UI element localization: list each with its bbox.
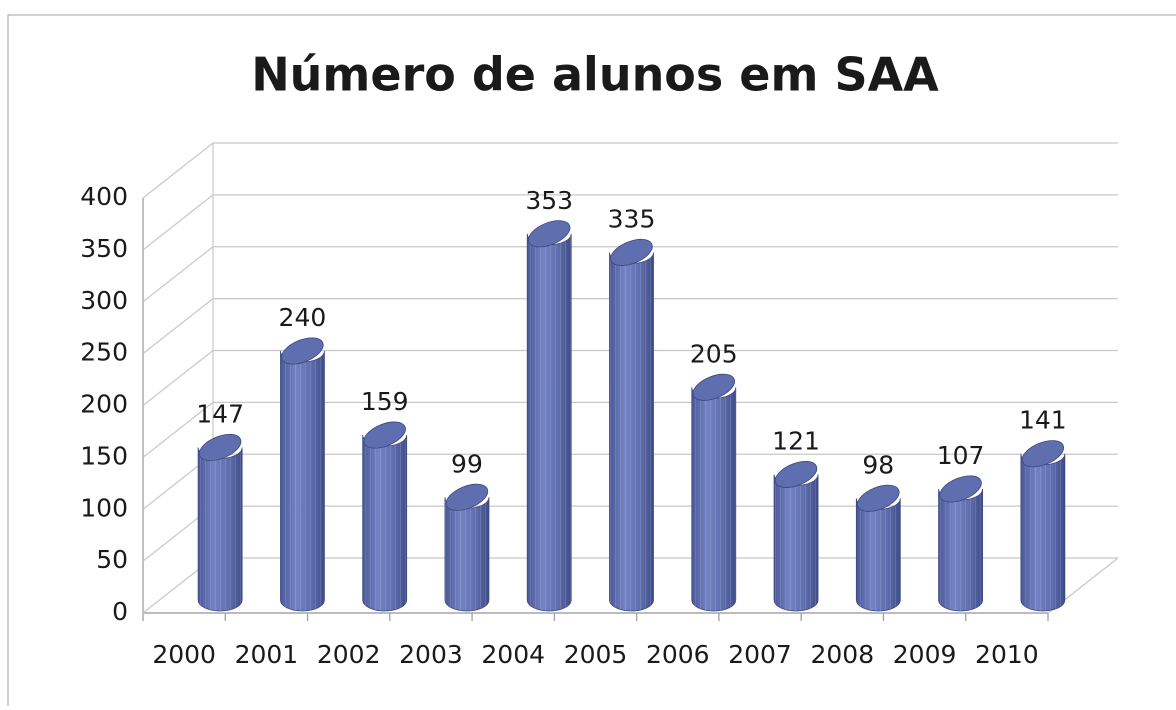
y-tick-label: 400 bbox=[80, 182, 128, 211]
data-label: 99 bbox=[451, 449, 483, 478]
y-tick-label: 100 bbox=[80, 493, 128, 522]
data-label: 147 bbox=[196, 399, 244, 428]
chart-border bbox=[7, 14, 1176, 710]
bar-stripes bbox=[280, 351, 325, 611]
data-label: 107 bbox=[937, 441, 985, 470]
grid-line bbox=[142, 401, 214, 458]
bar-stripes bbox=[774, 474, 819, 611]
bar-layer bbox=[197, 220, 1066, 612]
x-tick-label: 2008 bbox=[811, 640, 875, 669]
data-label: 159 bbox=[361, 387, 409, 416]
x-tick-label: 2005 bbox=[564, 640, 628, 669]
y-tick-label: 150 bbox=[80, 441, 128, 470]
bar-stripes bbox=[691, 387, 736, 611]
data-label: 240 bbox=[279, 303, 327, 332]
x-tick-label: 2009 bbox=[893, 640, 957, 669]
bar-top bbox=[281, 337, 324, 365]
grid-line bbox=[142, 350, 214, 406]
bar-stripes bbox=[444, 497, 489, 611]
bar-top bbox=[857, 484, 900, 512]
y-tick-label: 300 bbox=[80, 286, 128, 315]
bar-stripes bbox=[1020, 453, 1065, 611]
x-tick-label: 2006 bbox=[646, 640, 710, 669]
bar-top bbox=[1021, 440, 1065, 468]
y-tick-label: 250 bbox=[80, 338, 128, 367]
grid-line bbox=[142, 142, 214, 199]
data-label: 141 bbox=[1019, 406, 1067, 435]
data-label: 98 bbox=[862, 450, 894, 479]
grid-line bbox=[142, 194, 214, 251]
bar-stripes bbox=[527, 233, 572, 611]
x-tick-label: 2002 bbox=[317, 640, 381, 669]
y-tick-label: 350 bbox=[80, 234, 128, 263]
x-tick-label: 2007 bbox=[728, 640, 792, 669]
x-tick-label: 2010 bbox=[975, 640, 1039, 669]
bar-top bbox=[363, 421, 406, 449]
y-tick-label: 200 bbox=[80, 390, 128, 419]
data-label: 353 bbox=[525, 186, 573, 215]
data-label: 121 bbox=[772, 426, 820, 455]
y-tick-label: 50 bbox=[96, 545, 128, 574]
grid-line bbox=[142, 298, 214, 355]
bar-stripes bbox=[938, 488, 983, 611]
bar-top bbox=[198, 433, 242, 462]
x-tick-label: 2004 bbox=[481, 640, 545, 669]
grid-line bbox=[142, 246, 214, 303]
x-tick-label: 2003 bbox=[399, 640, 463, 669]
bar-stripes bbox=[856, 498, 901, 611]
bar-stripes bbox=[362, 435, 407, 611]
x-tick-label: 2001 bbox=[235, 640, 299, 669]
data-label: 205 bbox=[690, 339, 738, 368]
bar-top bbox=[610, 238, 653, 266]
bar-top bbox=[774, 460, 818, 488]
data-label: 335 bbox=[608, 204, 656, 233]
bar-stripes bbox=[609, 252, 654, 611]
bar-top bbox=[445, 483, 489, 511]
x-tick-label: 2000 bbox=[152, 640, 216, 669]
bar-top bbox=[939, 475, 982, 503]
bar-top bbox=[692, 373, 735, 401]
y-tick-label: 0 bbox=[112, 597, 128, 626]
chart-title: Número de alunos em SAA bbox=[251, 48, 939, 102]
bar-top bbox=[528, 220, 571, 248]
bar-stripes bbox=[198, 447, 243, 611]
